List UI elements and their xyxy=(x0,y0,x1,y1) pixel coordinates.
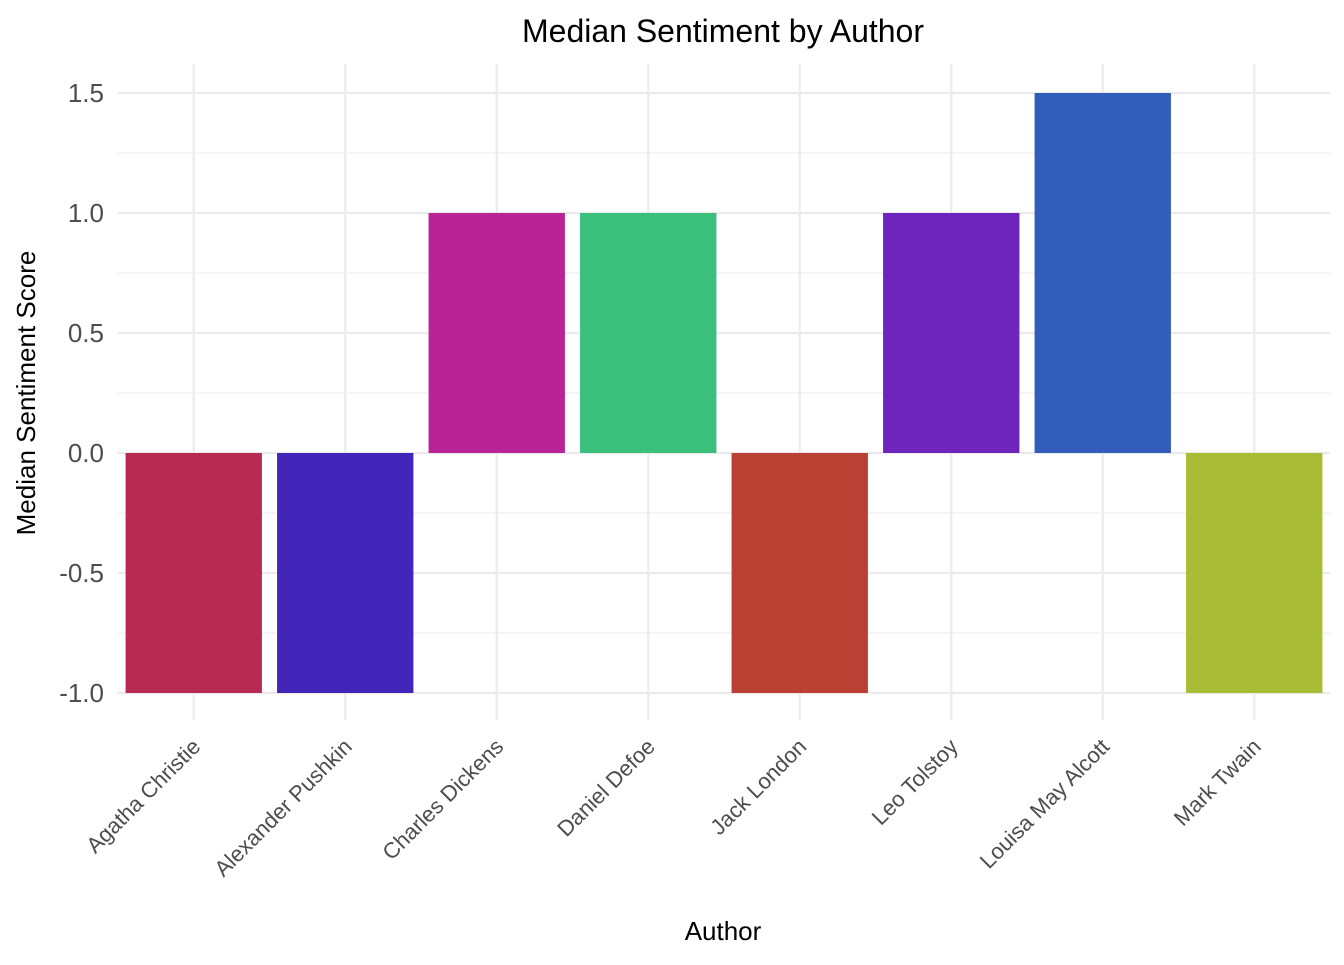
bar xyxy=(277,453,414,693)
bar xyxy=(731,453,868,693)
x-axis-title: Author xyxy=(685,916,762,946)
x-tick-label: Louisa May Alcott xyxy=(975,734,1115,874)
bar xyxy=(125,453,262,693)
x-tick-label: Alexander Pushkin xyxy=(209,734,356,881)
bar xyxy=(1186,453,1323,693)
x-tick-label: Leo Tolstoy xyxy=(867,734,963,830)
bars xyxy=(125,93,1323,693)
x-tick-label: Agatha Christie xyxy=(81,734,205,858)
x-axis-ticks: Agatha Christie Alexander Pushkin Charles … xyxy=(81,734,1266,881)
bar xyxy=(428,213,565,453)
bar xyxy=(1034,93,1171,453)
y-tick-label: -0.5 xyxy=(59,558,104,588)
y-axis-title: Median Sentiment Score xyxy=(11,251,41,536)
x-tick-label: Mark Twain xyxy=(1169,734,1266,831)
y-tick-label: 1.5 xyxy=(68,78,104,108)
x-tick-label: Daniel Defoe xyxy=(552,734,660,842)
y-tick-label: 0.0 xyxy=(68,438,104,468)
x-tick-label: Charles Dickens xyxy=(377,734,508,865)
y-axis-ticks: -1.0 -0.5 0.0 0.5 1.0 1.5 xyxy=(59,78,104,708)
bar xyxy=(580,213,717,453)
chart-title: Median Sentiment by Author xyxy=(522,13,924,49)
x-tick-label: Jack London xyxy=(705,734,811,840)
y-tick-label: 0.5 xyxy=(68,318,104,348)
y-tick-label: -1.0 xyxy=(59,678,104,708)
y-tick-label: 1.0 xyxy=(68,198,104,228)
bar xyxy=(883,213,1020,453)
